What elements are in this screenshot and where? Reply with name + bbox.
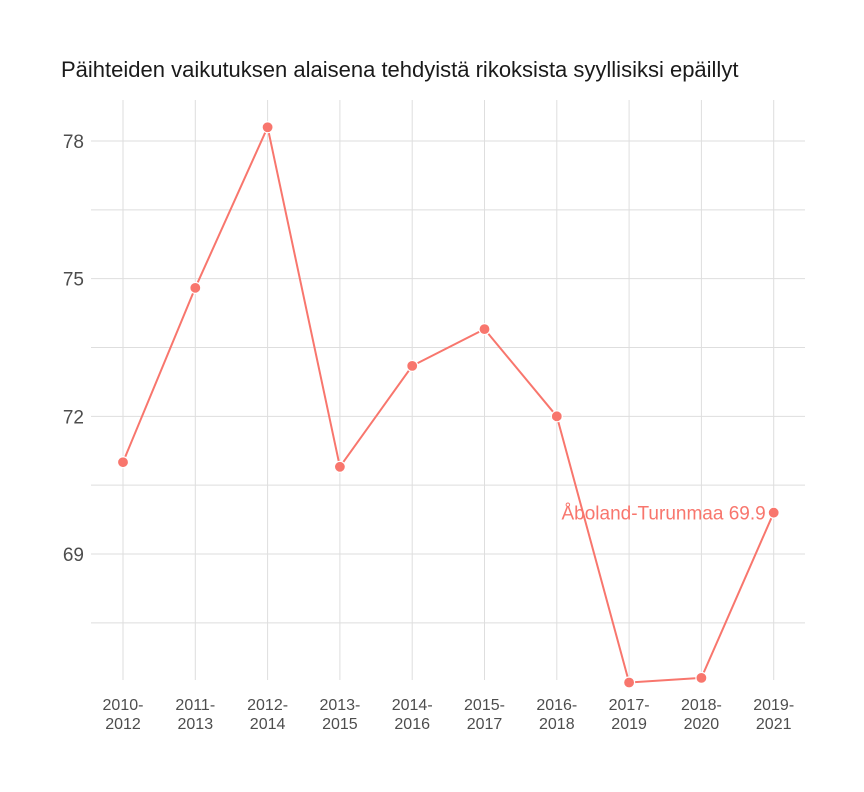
series-line (122, 126, 775, 684)
data-point (767, 506, 780, 519)
data-point (406, 359, 419, 372)
data-point (116, 456, 130, 469)
data-point (550, 410, 563, 423)
y-tick-label: 78 (63, 132, 84, 153)
data-point (333, 460, 346, 473)
point-annotation: Åboland-Turunmaa 69.9 (561, 504, 765, 525)
x-tick-label: 2016-2018 (536, 697, 577, 733)
x-tick-label: 2018-2020 (681, 697, 722, 733)
x-tick-label: 2019-2021 (753, 697, 794, 733)
y-tick-label: 75 (63, 270, 84, 291)
data-point (478, 323, 491, 336)
x-tick-label: 2010-2012 (103, 697, 144, 733)
data-point (189, 281, 202, 294)
y-tick-label: 69 (63, 545, 84, 566)
data-point (261, 121, 274, 134)
x-tick-label: 2013-2015 (319, 697, 360, 733)
chart-title: Päihteiden vaikutuksen alaisena tehdyist… (61, 57, 739, 82)
data-point (622, 676, 636, 689)
x-tick-label: 2012-2014 (247, 697, 288, 733)
x-tick-label: 2011-2013 (175, 697, 215, 733)
x-tick-label: 2015-2017 (464, 697, 505, 733)
x-tick-label: 2014-2016 (392, 697, 433, 733)
y-tick-label: 72 (63, 407, 84, 428)
x-tick-label: 2017-2019 (609, 697, 650, 733)
data-point (695, 671, 708, 685)
gridlines (91, 100, 805, 680)
